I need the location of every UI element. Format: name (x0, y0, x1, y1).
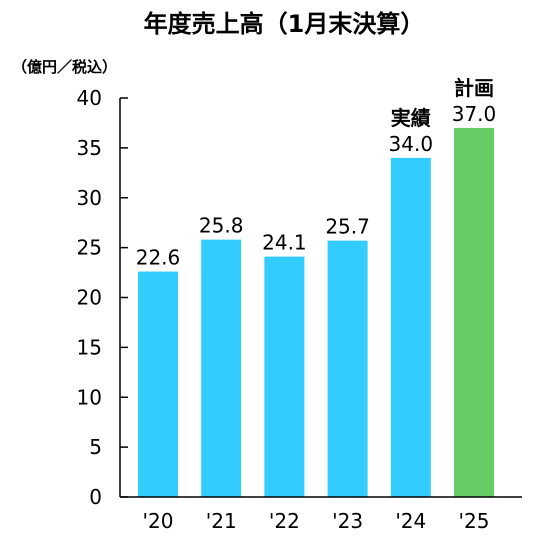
bar (264, 256, 305, 497)
bar-value-label: 37.0 (452, 102, 497, 126)
bar-value-label: 34.0 (389, 132, 434, 156)
bar-value-label: 24.1 (262, 231, 307, 255)
y-tick-label: 10 (77, 385, 102, 409)
chart-title: 年度売上高（1月末決算） (144, 10, 425, 38)
x-tick-label: '20 (143, 509, 174, 533)
y-tick-label: 0 (89, 485, 102, 509)
bar (327, 240, 368, 497)
y-tick-label: 5 (89, 435, 102, 459)
y-axis: 0 5 10 15 20 25 30 35 40 (77, 86, 128, 509)
bar-value-label: 22.6 (136, 246, 181, 270)
y-tick-label: 35 (77, 136, 102, 160)
x-tick-label: '21 (206, 509, 237, 533)
unit-label: （億円／税込） (12, 58, 117, 76)
x-tick-label: '22 (269, 509, 300, 533)
y-tick-label: 25 (77, 236, 102, 260)
x-axis: '20 '21 '22 '23 '24 '25 (120, 496, 522, 533)
y-tick-label: 30 (77, 186, 102, 210)
y-tick-label: 40 (77, 86, 102, 110)
bars-group: 22.6 25.8 24.1 25.7 34.0実績 37.0計画 (136, 76, 497, 498)
bar-annotation: 計画 (454, 76, 494, 100)
x-tick-label: '25 (459, 509, 490, 533)
bar (454, 127, 494, 498)
bar-annotation: 実績 (391, 106, 431, 130)
y-tick-label: 15 (77, 335, 102, 359)
bar (201, 239, 242, 497)
y-tick-label: 20 (77, 286, 102, 310)
bar (390, 157, 431, 497)
x-tick-label: '23 (332, 509, 363, 533)
bar-value-label: 25.8 (199, 214, 244, 238)
x-tick-label: '24 (395, 509, 426, 533)
bar-value-label: 25.7 (325, 215, 370, 239)
bar (138, 271, 178, 497)
